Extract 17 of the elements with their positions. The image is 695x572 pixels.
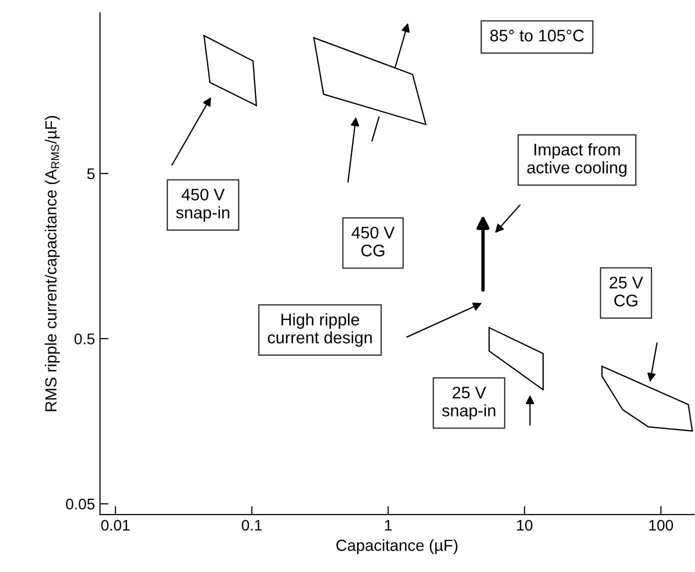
annotation: Impact from active cooling [527,143,626,177]
annotation: High ripple current design [268,313,372,347]
x-tick-label: 100 [649,520,674,531]
y-tick-label: 5 [87,168,94,180]
x-tick-label: 0.1 [242,520,262,531]
annotation: 450 V CG [352,226,395,256]
annotation: 85° to 105°C [490,30,584,42]
y-axis-title: RMS ripple current/capacitance (A$_{RMS}$/µF) [44,116,60,412]
x-tick-label: 1 [385,520,392,531]
x-tick-label: 0.01 [101,520,130,531]
annotation: 450 V snap-in [176,188,230,222]
x-tick-label: 10 [517,520,532,531]
x-axis-title: Capacitance (µF) [336,539,458,554]
annotation: 25 V snap-in [442,386,496,420]
y-tick-label: 0.05 [66,498,94,510]
annotation: 25 V CG [610,276,644,306]
y-tick-label: 0.5 [74,334,94,344]
